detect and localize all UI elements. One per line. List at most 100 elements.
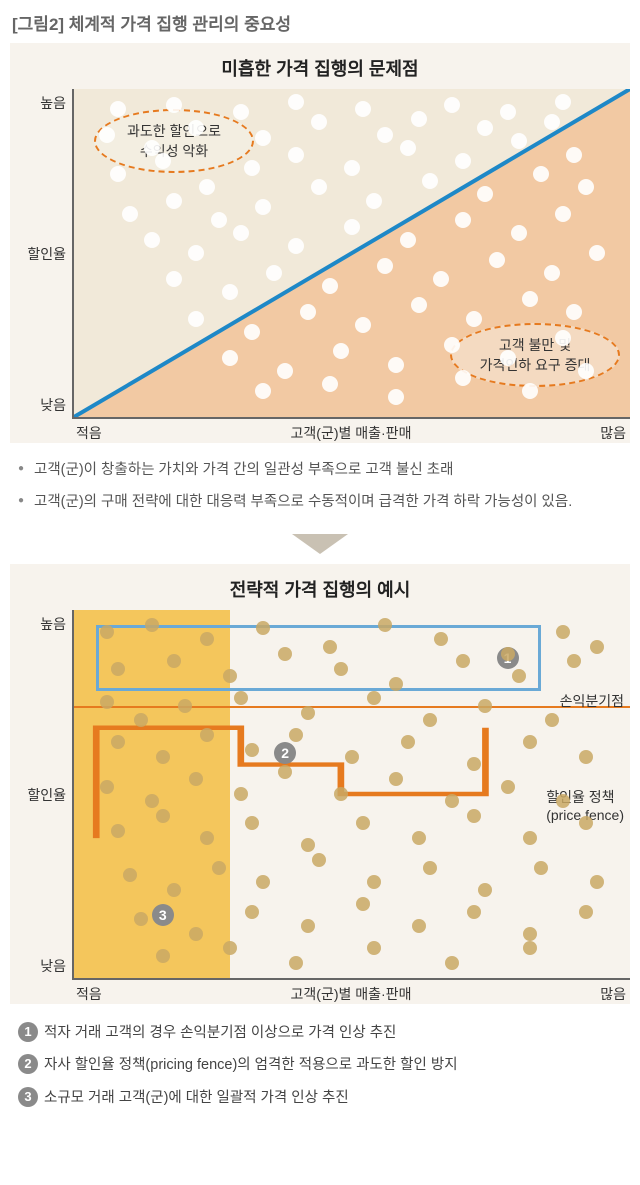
figure-caption: [그림2] 체계적 가격 집행 관리의 중요성 bbox=[0, 0, 640, 43]
scatter-dot bbox=[590, 875, 604, 889]
scatter-dot bbox=[455, 370, 471, 386]
scatter-dot bbox=[244, 324, 260, 340]
scatter-dot bbox=[156, 949, 170, 963]
scatter-dot bbox=[566, 147, 582, 163]
break-even-label: 손익분기점 bbox=[560, 691, 624, 711]
scatter-dot bbox=[411, 111, 427, 127]
scatter-dot bbox=[400, 232, 416, 248]
scatter-dot bbox=[212, 861, 226, 875]
scatter-dot bbox=[312, 853, 326, 867]
y-low-label: 낮음 bbox=[40, 956, 66, 976]
scatter-dot bbox=[223, 669, 237, 683]
scatter-dot bbox=[334, 787, 348, 801]
scatter-dot bbox=[188, 311, 204, 327]
callout-lower: 고객 불만 및가격인하 요구 증대 bbox=[450, 323, 620, 387]
scatter-dot bbox=[123, 868, 137, 882]
scatter-dot bbox=[523, 831, 537, 845]
scatter-dot bbox=[233, 225, 249, 241]
scatter-dot bbox=[322, 376, 338, 392]
scatter-dot bbox=[122, 206, 138, 222]
scatter-dot bbox=[579, 816, 593, 830]
scatter-dot bbox=[466, 311, 482, 327]
chart2-title: 전략적 가격 집행의 예시 bbox=[10, 572, 630, 610]
scatter-dot bbox=[579, 750, 593, 764]
x-right-label: 많음 bbox=[600, 984, 626, 1004]
scatter-dot bbox=[355, 101, 371, 117]
arrow-down-icon bbox=[292, 534, 348, 554]
scatter-dot bbox=[144, 232, 160, 248]
scatter-dot bbox=[500, 104, 516, 120]
chart1-panel: 미흡한 가격 집행의 문제점 높음 할인율 낮음 과도한 할인으로수익성 악화 … bbox=[10, 43, 630, 443]
scatter-dot bbox=[155, 153, 171, 169]
scatter-dot bbox=[156, 809, 170, 823]
scatter-dot bbox=[400, 140, 416, 156]
scatter-dot bbox=[478, 883, 492, 897]
chart1-wrap: 높음 할인율 낮음 과도한 할인으로수익성 악화 고객 불만 및가격인하 요구 … bbox=[10, 89, 630, 419]
scatter-dot bbox=[156, 750, 170, 764]
scatter-dot bbox=[233, 104, 249, 120]
scatter-dot bbox=[388, 357, 404, 373]
num-badge-3: 3 bbox=[18, 1087, 38, 1107]
scatter-dot bbox=[245, 743, 259, 757]
scatter-dot bbox=[100, 780, 114, 794]
scatter-dot bbox=[222, 284, 238, 300]
chart1-x-axis: 적음 고객(군)별 매출·판매 많음 bbox=[72, 419, 630, 443]
bullet-2: 고객(군)의 구매 전략에 대한 대응력 부족으로 수동적이며 급격한 가격 하… bbox=[18, 491, 622, 513]
chart2-plot: 손익분기점 할인율 정책(price fence) 1 2 3 bbox=[72, 610, 630, 980]
chart1-bullets: 고객(군)이 창출하는 가치와 가격 간의 일관성 부족으로 고객 불신 초래 … bbox=[0, 447, 640, 530]
scatter-dot bbox=[500, 350, 516, 366]
scatter-dot bbox=[544, 265, 560, 281]
scatter-dot bbox=[522, 291, 538, 307]
chart1-title: 미흡한 가격 집행의 문제점 bbox=[10, 51, 630, 89]
region-badge-3: 3 bbox=[152, 904, 174, 926]
x-left-label: 적음 bbox=[76, 984, 102, 1004]
bullet-1: 고객(군)이 창출하는 가치와 가격 간의 일관성 부족으로 고객 불신 초래 bbox=[18, 459, 622, 481]
scatter-dot bbox=[178, 699, 192, 713]
scatter-dot bbox=[544, 114, 560, 130]
chart2-x-axis: 적음 고객(군)별 매출·판매 많음 bbox=[72, 980, 630, 1004]
scatter-dot bbox=[401, 735, 415, 749]
y-mid-label: 할인율 bbox=[27, 785, 66, 805]
x-mid-label: 고객(군)별 매출·판매 bbox=[102, 423, 600, 443]
scatter-dot bbox=[145, 618, 159, 632]
scatter-dot bbox=[245, 905, 259, 919]
scatter-dot bbox=[288, 147, 304, 163]
num-badge-1: 1 bbox=[18, 1022, 38, 1042]
scatter-dot bbox=[422, 173, 438, 189]
scatter-dot bbox=[311, 114, 327, 130]
scatter-dot bbox=[511, 225, 527, 241]
scatter-dot bbox=[167, 883, 181, 897]
num-badge-2: 2 bbox=[18, 1054, 38, 1074]
scatter-dot bbox=[366, 193, 382, 209]
scatter-dot bbox=[222, 350, 238, 366]
callout-upper: 과도한 할인으로수익성 악화 bbox=[94, 109, 254, 173]
scatter-dot bbox=[255, 383, 271, 399]
numbered-text-2: 자사 할인율 정책(pricing fence)의 엄격한 적용으로 과도한 할… bbox=[44, 1054, 458, 1076]
scatter-dot bbox=[578, 179, 594, 195]
chart2-panel: 전략적 가격 집행의 예시 높음 할인율 낮음 손익분기점 할인율 정책(pri… bbox=[10, 564, 630, 1004]
scatter-dot bbox=[323, 640, 337, 654]
scatter-dot bbox=[134, 912, 148, 926]
scatter-dot bbox=[501, 780, 515, 794]
numbered-item-1: 1적자 거래 고객의 경우 손익분기점 이상으로 가격 인상 추진 bbox=[18, 1022, 622, 1044]
y-low-label: 낮음 bbox=[40, 395, 66, 415]
scatter-dot bbox=[334, 662, 348, 676]
y-mid-label: 할인율 bbox=[27, 244, 66, 264]
scatter-dot bbox=[590, 640, 604, 654]
scatter-dot bbox=[389, 677, 403, 691]
scatter-dot bbox=[467, 905, 481, 919]
scatter-dot bbox=[522, 383, 538, 399]
scatter-dot bbox=[489, 252, 505, 268]
scatter-dot bbox=[412, 831, 426, 845]
chart1-plot: 과도한 할인으로수익성 악화 고객 불만 및가격인하 요구 증대 bbox=[72, 89, 630, 419]
scatter-dot bbox=[478, 699, 492, 713]
scatter-dot bbox=[301, 706, 315, 720]
scatter-dot bbox=[311, 179, 327, 195]
scatter-dot bbox=[344, 219, 360, 235]
numbered-list: 1적자 거래 고객의 경우 손익분기점 이상으로 가격 인상 추진 2 자사 할인… bbox=[0, 1008, 640, 1135]
scatter-dot bbox=[501, 647, 515, 661]
scatter-dot bbox=[301, 838, 315, 852]
scatter-dot bbox=[423, 861, 437, 875]
scatter-dot bbox=[344, 160, 360, 176]
scatter-dot bbox=[301, 919, 315, 933]
